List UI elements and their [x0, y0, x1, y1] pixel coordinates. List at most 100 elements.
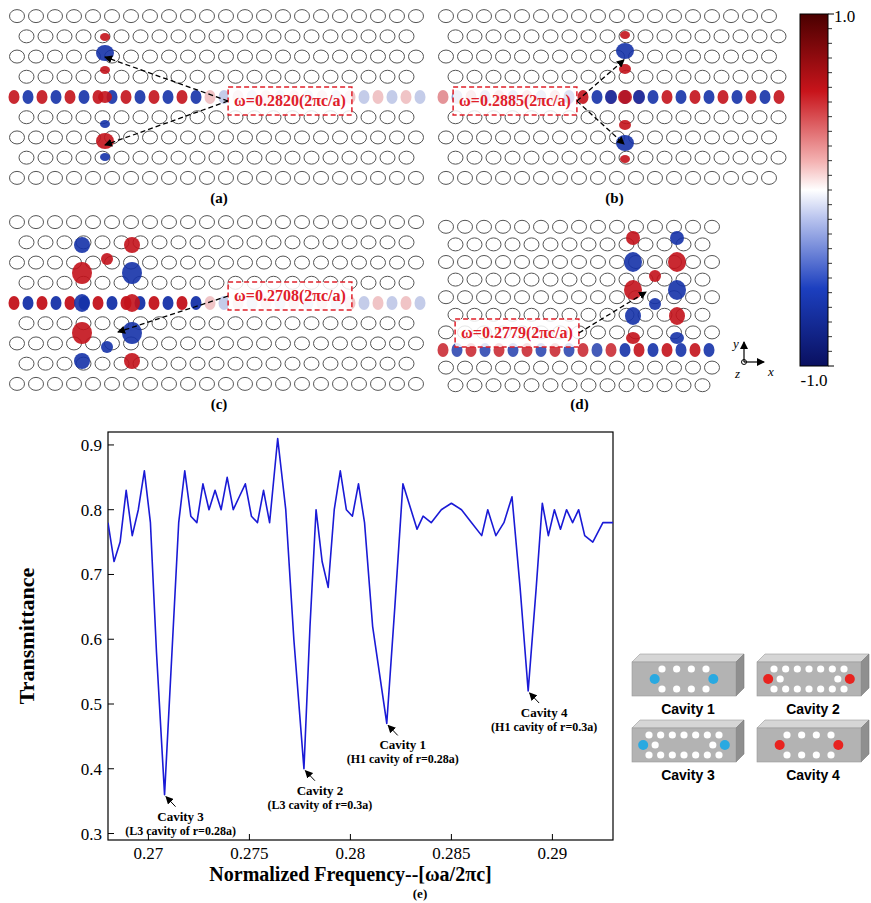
- air-hole: [190, 357, 205, 370]
- icon-hole: [829, 665, 836, 672]
- field-panel: [438, 10, 787, 185]
- icon-hole: [715, 731, 722, 738]
- air-hole: [629, 10, 644, 23]
- colorbar-label: -1.0: [801, 371, 828, 390]
- air-hole: [190, 30, 205, 43]
- x-tick-label: 0.275: [230, 844, 268, 863]
- air-hole: [534, 220, 549, 233]
- y-tick: [108, 509, 114, 510]
- icon-defect-hole: [833, 740, 843, 750]
- air-hole: [257, 171, 272, 184]
- air-hole: [458, 256, 473, 269]
- air-hole: [467, 30, 482, 43]
- air-hole: [361, 276, 376, 289]
- air-hole: [95, 357, 110, 370]
- air-hole: [361, 357, 376, 370]
- waveguide-field: [9, 296, 20, 310]
- air-hole: [439, 131, 454, 144]
- waveguide-field: [387, 90, 398, 104]
- air-hole: [648, 220, 663, 233]
- air-hole: [124, 377, 139, 390]
- air-hole: [143, 131, 158, 144]
- air-hole: [19, 30, 34, 43]
- air-hole: [200, 171, 215, 184]
- air-hole: [190, 317, 205, 330]
- air-hole: [247, 70, 262, 83]
- air-hole: [743, 10, 758, 23]
- icon-defect-hole: [763, 674, 773, 684]
- air-hole: [448, 70, 463, 83]
- air-hole: [314, 216, 329, 229]
- air-hole: [247, 151, 262, 164]
- air-hole: [105, 377, 120, 390]
- plot-frame: [108, 432, 613, 840]
- icon-hole: [657, 731, 664, 738]
- air-hole: [686, 10, 701, 23]
- air-hole: [38, 236, 53, 249]
- icon-defect-hole: [845, 674, 855, 684]
- waveguide-field: [401, 296, 412, 310]
- icon-hole: [680, 731, 687, 738]
- air-hole: [29, 256, 44, 269]
- waveguide-field: [205, 296, 216, 310]
- air-hole: [57, 70, 72, 83]
- air-hole: [409, 216, 424, 229]
- icon-hole: [783, 751, 790, 758]
- air-hole: [76, 30, 91, 43]
- annotation-text: Cavity 3: [157, 809, 204, 824]
- x-tick: [249, 834, 250, 840]
- annotation-arrow: [530, 693, 540, 703]
- air-hole: [390, 377, 405, 390]
- waveguide-field: [578, 343, 589, 357]
- air-hole: [57, 111, 72, 124]
- cavity-field: [670, 332, 684, 344]
- air-hole: [181, 171, 196, 184]
- air-hole: [771, 30, 786, 43]
- air-hole: [705, 256, 720, 269]
- air-hole: [543, 151, 558, 164]
- colorbar-minor-tick: [828, 219, 832, 220]
- air-hole: [686, 50, 701, 63]
- air-hole: [295, 377, 310, 390]
- air-hole: [496, 171, 511, 184]
- air-hole: [114, 151, 129, 164]
- icon-hole: [770, 685, 777, 692]
- air-hole: [371, 171, 386, 184]
- waveguide-field: [163, 90, 174, 104]
- air-hole: [610, 171, 625, 184]
- x-tick-label: 0.27: [134, 844, 164, 863]
- cavity-field: [626, 231, 640, 245]
- air-hole: [399, 357, 414, 370]
- air-hole: [190, 276, 205, 289]
- air-hole: [333, 256, 348, 269]
- colorbar-tick: [828, 366, 834, 367]
- cavity-field: [626, 332, 640, 344]
- air-hole: [524, 30, 539, 43]
- air-hole: [380, 151, 395, 164]
- air-hole: [448, 273, 463, 286]
- air-hole: [534, 361, 549, 374]
- air-hole: [752, 151, 767, 164]
- air-hole: [380, 236, 395, 249]
- air-hole: [648, 131, 663, 144]
- icon-hole: [645, 731, 652, 738]
- air-hole: [610, 256, 625, 269]
- air-hole: [200, 337, 215, 350]
- cavity-field: [100, 66, 110, 74]
- air-hole: [648, 326, 663, 339]
- air-hole: [657, 70, 672, 83]
- air-hole: [257, 216, 272, 229]
- transmittance-line: [108, 438, 613, 794]
- colorbar-minor-tick: [828, 131, 832, 132]
- air-hole: [10, 256, 25, 269]
- icon-hole: [805, 665, 812, 672]
- air-hole: [10, 10, 25, 23]
- air-hole: [448, 379, 463, 392]
- waveguide-field: [606, 343, 617, 357]
- cavity-field: [624, 280, 642, 300]
- air-hole: [238, 377, 253, 390]
- colorbar-minor-tick: [828, 175, 832, 176]
- air-hole: [143, 171, 158, 184]
- air-hole: [48, 256, 63, 269]
- waveguide-field: [634, 343, 645, 357]
